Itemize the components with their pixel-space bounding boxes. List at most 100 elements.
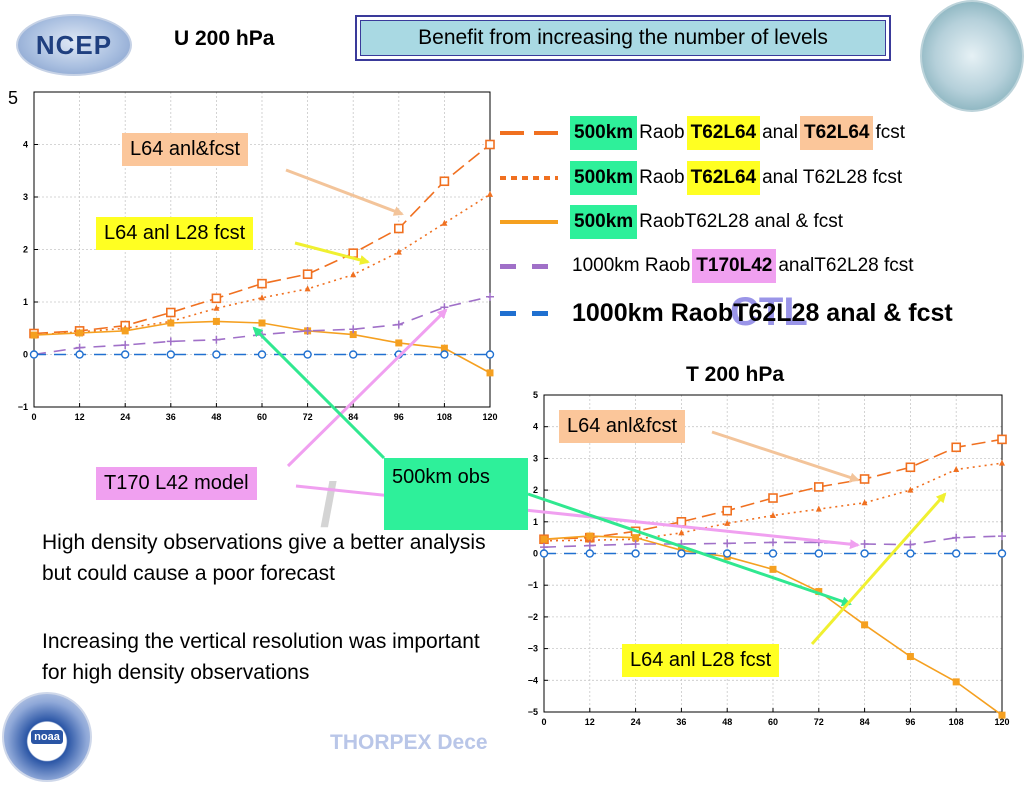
t200-x-tick-label: 36 — [676, 717, 686, 727]
u200-x-tick-label: 120 — [482, 412, 497, 422]
u200-data-point — [120, 350, 130, 359]
t200-data-point — [678, 529, 685, 536]
u200-data-point — [259, 294, 265, 301]
legend-text: analT62L28 fcst — [778, 255, 914, 276]
callout-t-l64-anl-l28-fcst: L64 anl L28 fcst — [622, 644, 780, 677]
u200-x-tick-label: 12 — [75, 412, 85, 422]
t200-x-tick-label: 84 — [860, 717, 870, 727]
legend-text: fcst — [875, 122, 906, 143]
t200-x-tick-label: 96 — [905, 717, 915, 727]
u200-y-tick-label: 4 — [23, 140, 28, 150]
t200-data-point — [768, 549, 778, 558]
t200-data-point — [585, 541, 594, 550]
t200-data-point — [723, 539, 732, 548]
u200-x-tick-label: 60 — [257, 412, 267, 422]
u200-data-point — [486, 292, 494, 301]
t200-data-point — [997, 549, 1007, 558]
t200-y-tick-label: 0 — [533, 549, 538, 559]
u200-data-point — [441, 219, 448, 226]
legend-entry: 1000km Raob T170L42 analT62L28 fcst — [500, 249, 916, 283]
u200-x-tick-label: 96 — [394, 412, 404, 422]
t200-y-tick-label: −2 — [528, 612, 538, 622]
t200-x-tick-label: 60 — [768, 717, 778, 727]
legend-entry: 1000km RaobT62L28 anal & fcst — [500, 297, 955, 329]
u200-data-point — [349, 350, 358, 359]
u200-data-point — [393, 223, 404, 234]
t200-data-point — [952, 678, 960, 686]
u200-data-point — [167, 319, 175, 327]
u200-data-point — [30, 331, 38, 339]
u200-y-tick-label: 3 — [23, 192, 28, 202]
note-high-density: High density observations give a better … — [42, 531, 486, 585]
u200-axis-top-label: 5 — [8, 88, 19, 108]
t200-data-point — [814, 538, 823, 547]
t200-y-tick-label: 4 — [533, 422, 538, 432]
t200-x-tick-label: 12 — [585, 717, 595, 727]
t200-x-tick-label: 120 — [994, 717, 1009, 727]
t200-data-point — [998, 711, 1006, 719]
t200-data-point — [539, 549, 549, 558]
u200-data-point — [486, 369, 494, 377]
t200-data-point — [953, 465, 960, 472]
t200-data-point — [814, 549, 823, 558]
t200-data-point — [861, 621, 869, 629]
u200-series-4 — [29, 350, 495, 359]
ncep-logo: NCEP — [16, 14, 132, 76]
t200-data-point — [860, 549, 869, 558]
t200-data-point — [815, 505, 822, 512]
u200-x-tick-label: 72 — [303, 412, 313, 422]
legend-entry: 500km Raob T62L64 anal T62L64 fcst — [500, 116, 907, 150]
legend-text: Raob — [639, 122, 685, 143]
u200-data-point — [485, 350, 495, 359]
t200-x-tick-label: 24 — [631, 717, 641, 727]
u200-data-point — [303, 350, 312, 359]
t200-data-point — [907, 486, 914, 493]
u200-data-point — [213, 304, 220, 311]
callout-500km-obs: 500km obs — [384, 458, 528, 530]
t200-data-point — [722, 505, 732, 516]
u200-x-tick-label: 36 — [166, 412, 176, 422]
u200-data-point — [485, 139, 495, 150]
callout-u-l64-anl-fcst: L64 anl&fcst — [122, 133, 249, 166]
t200-data-point — [631, 549, 640, 558]
u200-data-point — [440, 350, 449, 359]
ncep-logo-text: NCEP — [35, 29, 113, 60]
u200-data-point — [257, 278, 267, 289]
t200-data-point — [999, 459, 1005, 466]
t200-data-point — [586, 532, 594, 540]
u200-data-point — [394, 350, 403, 359]
t200-data-point — [906, 653, 914, 661]
legend-swatch — [500, 263, 558, 269]
u200-x-tick-label: 108 — [437, 412, 452, 422]
u200-data-point — [212, 350, 221, 359]
u200-data-point — [29, 350, 39, 359]
u200-data-point — [439, 176, 450, 187]
t200-series-4 — [539, 549, 1007, 558]
t200-data-point — [676, 517, 687, 527]
u200-x-tick-label: 0 — [31, 412, 36, 422]
u200-data-point — [348, 248, 359, 258]
u200-data-point — [212, 335, 221, 344]
t200-data-point — [860, 539, 869, 548]
noaa-logo: noaa — [2, 692, 92, 782]
t200-data-point — [813, 482, 824, 492]
t200-x-tick-label: 0 — [541, 717, 546, 727]
t200-y-tick-label: −4 — [528, 675, 538, 685]
u200-y-tick-label: −1 — [18, 402, 28, 412]
legend-swatch — [500, 131, 558, 135]
t200-data-point — [677, 549, 686, 558]
u200-x-tick-label: 24 — [120, 412, 130, 422]
u200-data-point — [75, 350, 84, 359]
noaa-logo-text: noaa — [31, 730, 63, 744]
t200-data-point — [998, 532, 1006, 541]
t200-y-tick-label: 3 — [533, 453, 538, 463]
t200-data-point — [769, 565, 777, 573]
t200-y-tick-label: −3 — [528, 644, 538, 654]
t200-x-tick-label: 108 — [949, 717, 964, 727]
t200-data-point — [952, 533, 961, 542]
t200-data-point — [906, 549, 915, 558]
u200-data-point — [350, 271, 357, 278]
thorpex-footer: THORPEX Dece — [330, 731, 488, 754]
u200-data-point — [395, 248, 402, 255]
u200-data-point — [395, 339, 403, 347]
